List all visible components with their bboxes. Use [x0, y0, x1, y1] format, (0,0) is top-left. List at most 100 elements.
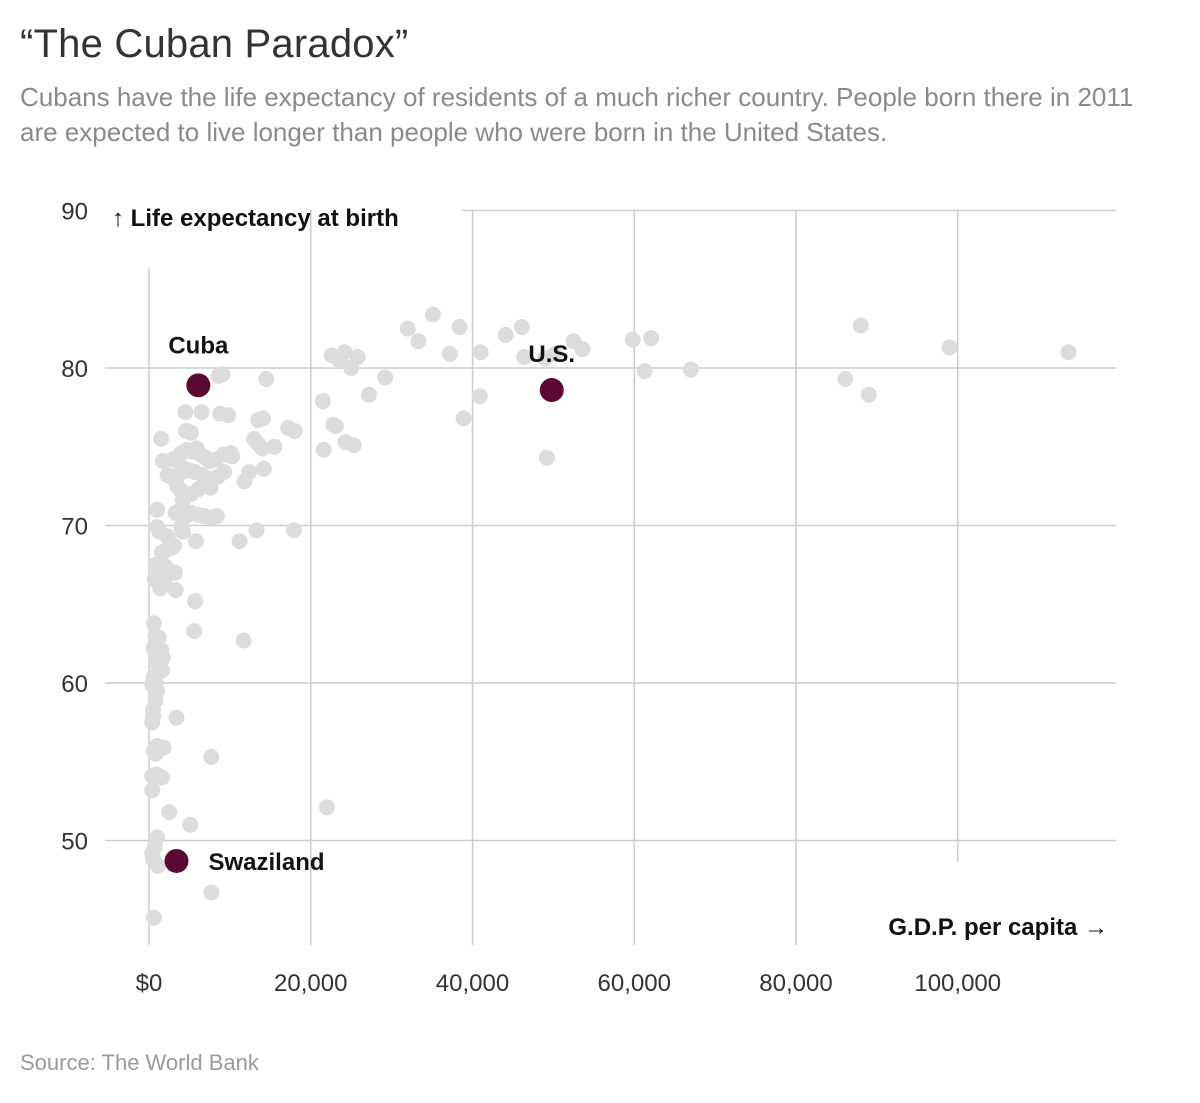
x-tick-label: $0 — [136, 970, 163, 997]
x-tick-label: 100,000 — [914, 970, 1001, 997]
country-point — [318, 799, 335, 816]
country-point — [144, 782, 161, 799]
country-point — [1060, 344, 1077, 361]
country-point — [152, 580, 169, 597]
highlight-label-cuba: Cuba — [168, 332, 229, 359]
country-point — [315, 441, 332, 458]
country-point — [222, 445, 239, 462]
highlight-label-swaziland: Swaziland — [208, 849, 324, 876]
source-note: Source: The World Bank — [20, 1050, 259, 1075]
country-point — [236, 473, 253, 490]
x-axis-label: G.D.P. per capita → — [888, 914, 1108, 941]
y-tick-label: 70 — [61, 514, 88, 541]
country-point — [682, 361, 699, 378]
country-point — [187, 533, 204, 550]
country-point — [852, 317, 869, 334]
country-point — [235, 632, 252, 649]
country-point — [860, 386, 877, 403]
country-point — [410, 333, 427, 350]
country-point — [574, 341, 591, 358]
x-tick-label: 60,000 — [598, 970, 671, 997]
country-point — [513, 319, 530, 336]
country-point — [538, 449, 555, 466]
country-point — [149, 857, 166, 874]
country-point — [643, 330, 660, 347]
country-point — [285, 522, 302, 539]
y-tick-label: 80 — [61, 356, 88, 383]
country-point — [153, 430, 170, 447]
country-point — [231, 533, 248, 550]
country-point — [516, 348, 533, 365]
country-point — [161, 804, 178, 821]
y-tick-label: 60 — [61, 671, 88, 698]
country-point — [214, 366, 231, 383]
x-tick-label: 80,000 — [759, 970, 832, 997]
country-point — [336, 344, 353, 361]
country-point — [451, 319, 468, 336]
country-point — [153, 769, 170, 786]
country-point — [203, 884, 220, 901]
chart-title: “The Cuban Paradox” — [20, 22, 409, 66]
country-point — [248, 522, 265, 539]
highlight-label-us: U.S. — [528, 341, 575, 368]
y-tick-label: 50 — [61, 829, 88, 856]
highlight-point-us — [539, 378, 564, 403]
country-point — [186, 623, 203, 640]
x-tick-label: 20,000 — [274, 970, 347, 997]
country-point — [345, 437, 362, 454]
y-axis-label: ↑ Life expectancy at birth — [112, 205, 399, 232]
country-point — [258, 371, 275, 388]
country-point — [144, 714, 161, 731]
country-point — [145, 909, 162, 926]
country-point — [546, 345, 563, 362]
country-point — [177, 404, 194, 421]
country-point — [837, 371, 854, 388]
x-tick-labels: $0 20,000 40,000 60,000 80,000 100,000 — [136, 970, 1001, 997]
country-point — [193, 404, 210, 421]
country-point — [145, 615, 162, 632]
country-point — [208, 508, 225, 525]
country-point — [266, 438, 283, 455]
points-layer — [144, 306, 1077, 926]
highlight-layer: Cuba U.S. Swaziland — [164, 332, 575, 876]
y-tick-labels: 50 60 70 80 90 — [61, 199, 88, 856]
country-point — [399, 320, 416, 337]
country-point — [255, 410, 272, 427]
country-point — [202, 479, 219, 496]
country-point — [472, 344, 489, 361]
country-point — [182, 816, 199, 833]
country-point — [157, 542, 174, 559]
country-point — [149, 501, 166, 518]
country-point — [216, 463, 233, 480]
country-point — [203, 749, 220, 766]
country-point — [327, 418, 344, 435]
country-point — [636, 363, 653, 380]
country-point — [168, 709, 185, 726]
country-point — [624, 331, 641, 348]
highlight-point-swaziland — [164, 848, 189, 873]
country-point — [941, 339, 958, 356]
country-point — [254, 440, 271, 457]
y-tick-label: 90 — [61, 199, 88, 226]
country-point — [286, 423, 303, 439]
country-point — [314, 393, 331, 410]
country-point — [174, 523, 191, 540]
chart-subtitle: Cubans have the life expectancy of resid… — [20, 82, 1134, 147]
country-point — [471, 388, 488, 405]
grid-layer — [105, 209, 1116, 945]
country-point — [343, 360, 360, 376]
highlight-point-cuba — [186, 373, 211, 398]
country-point — [155, 739, 172, 756]
country-point — [166, 564, 183, 581]
country-point — [167, 582, 184, 599]
country-point — [360, 386, 377, 403]
country-point — [220, 407, 237, 424]
country-point — [441, 345, 458, 362]
country-point — [455, 410, 472, 427]
country-point — [377, 369, 394, 386]
x-tick-label: 40,000 — [436, 970, 509, 997]
country-point — [183, 424, 200, 441]
country-point — [497, 326, 514, 343]
scatter-chart: Cuba U.S. Swaziland ↑ Life expectancy at b… — [61, 199, 1116, 997]
country-point — [255, 460, 272, 477]
